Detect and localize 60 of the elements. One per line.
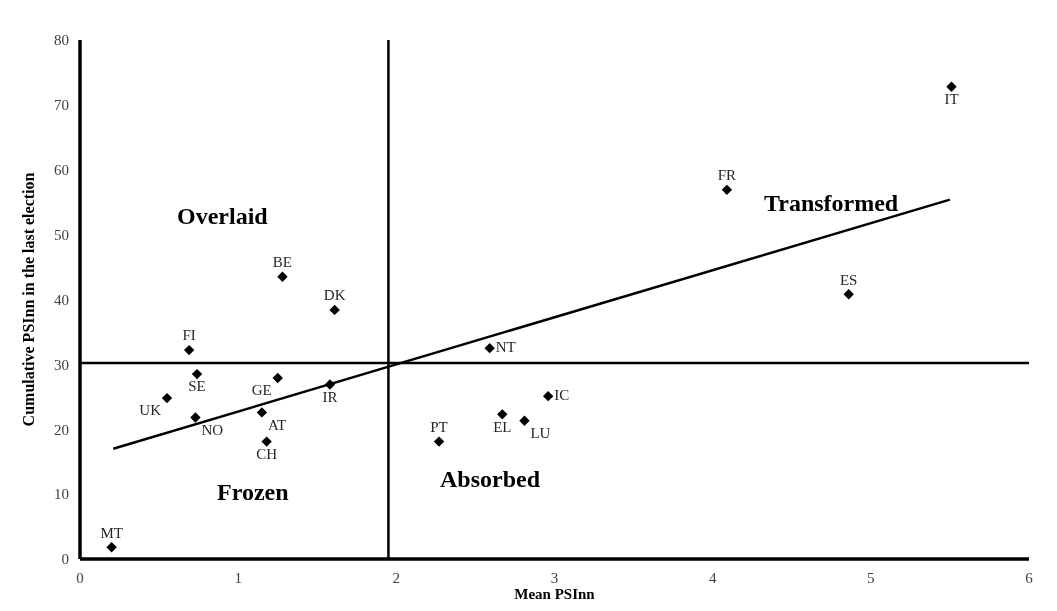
y-tick-label: 40 [54,291,69,308]
point [277,271,288,282]
point [721,184,733,196]
series-label: LU [530,425,551,442]
series-label: CH [256,445,278,462]
y-tick-label: 30 [54,356,69,373]
point [329,304,340,316]
point [106,542,117,553]
point [484,342,495,354]
y-tick-label: 20 [54,421,69,438]
x-tick-label: 4 [708,570,717,586]
series-label: FR [717,167,737,184]
x-tick-label: 1 [234,570,242,586]
series-label: BE [272,254,293,271]
y-tick-label: 0 [61,551,69,568]
x-tick-label: 6 [1025,570,1034,586]
point [190,412,201,423]
point [497,409,508,420]
series-label: MT [100,524,123,541]
point [843,289,854,300]
x-tick-label: 5 [867,570,875,586]
y-tick-label: 80 [54,32,69,49]
point [272,372,283,384]
x-tick-label: 3 [550,570,559,586]
annotation: Transformed [764,190,899,216]
point [946,81,957,92]
x-tick-label: 2 [392,570,401,586]
series-label: PT [430,418,448,435]
y-tick-label: 60 [54,162,69,178]
series-label: IT [944,90,959,107]
point [191,368,203,380]
series-label: ES [839,271,858,288]
series-label: EL [493,418,512,435]
point [324,379,336,390]
series-label: NT [495,338,516,355]
y-tick-label: 70 [54,97,69,114]
y-tick-label: 10 [54,486,69,503]
series-label: SE [188,378,206,395]
point [261,436,272,447]
x-axis-title: Mean PSInn [514,586,596,602]
annotation: Frozen [217,479,289,505]
series-label: AT [267,416,287,433]
point [161,392,173,404]
series-label: IR [322,388,338,405]
annotation: Absorbed [440,466,541,492]
series-label: GE [251,382,272,399]
point [542,390,554,402]
point [256,407,268,418]
series-label: NO [201,421,224,438]
series-label: UK [139,402,162,419]
point [519,415,530,427]
series-label: FI [182,327,196,344]
y-axis-title: Cumulative PSInn in the last election [19,172,37,427]
y-tick-label: 50 [54,226,69,243]
annotation: Overlaid [177,203,269,229]
point [183,344,195,356]
series-label: DK [323,287,346,304]
series-label: IC [554,386,570,403]
x-tick-label: 0 [76,570,84,586]
point [433,436,445,447]
